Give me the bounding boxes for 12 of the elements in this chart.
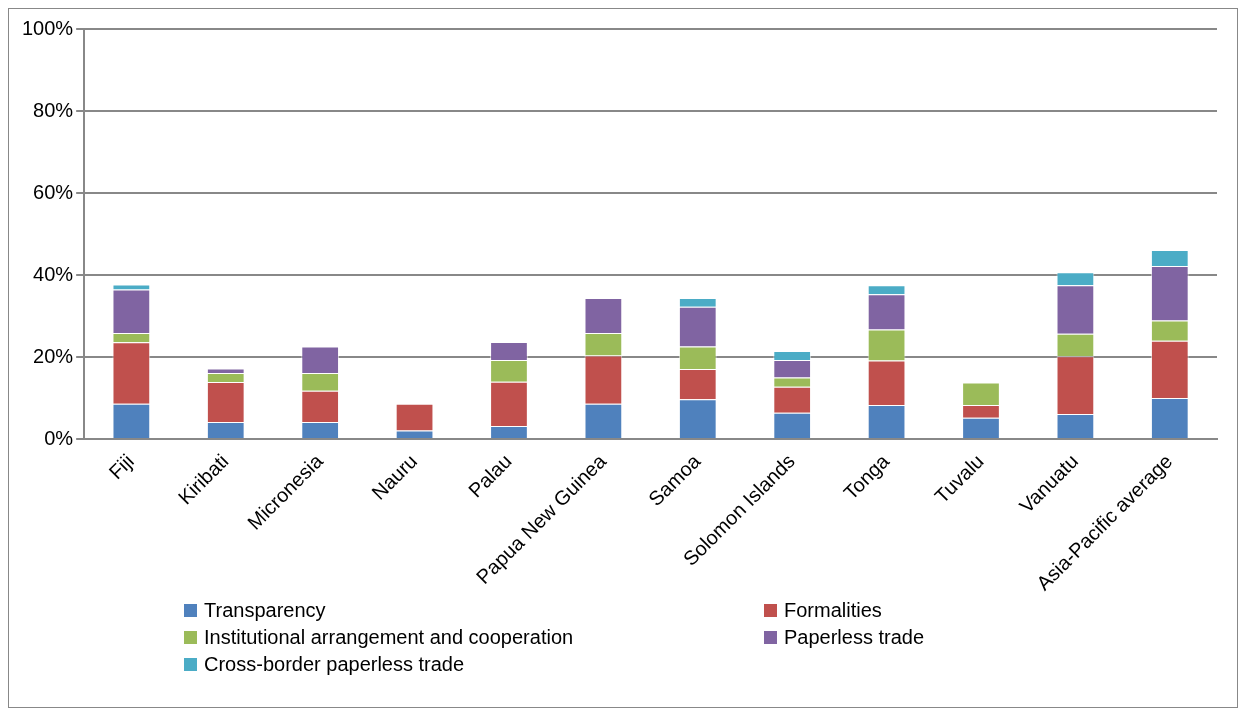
y-tick-label: 40% — [33, 262, 74, 285]
legend-label: Formalities — [784, 599, 882, 622]
x-tick-label: Fiji — [104, 449, 139, 484]
y-tick-label: 60% — [33, 180, 74, 203]
legend-label: Institutional arrangement and cooperation — [204, 626, 574, 649]
legend-label: Cross-border paperless trade — [204, 653, 465, 676]
y-tick-label: 100% — [22, 16, 74, 39]
y-tick-label: 20% — [33, 344, 74, 367]
legend-label: Paperless trade — [784, 626, 925, 649]
legend-label: Transparency — [204, 599, 326, 622]
y-tick-label: 80% — [33, 98, 74, 121]
y-tick-label: 0% — [44, 426, 74, 449]
